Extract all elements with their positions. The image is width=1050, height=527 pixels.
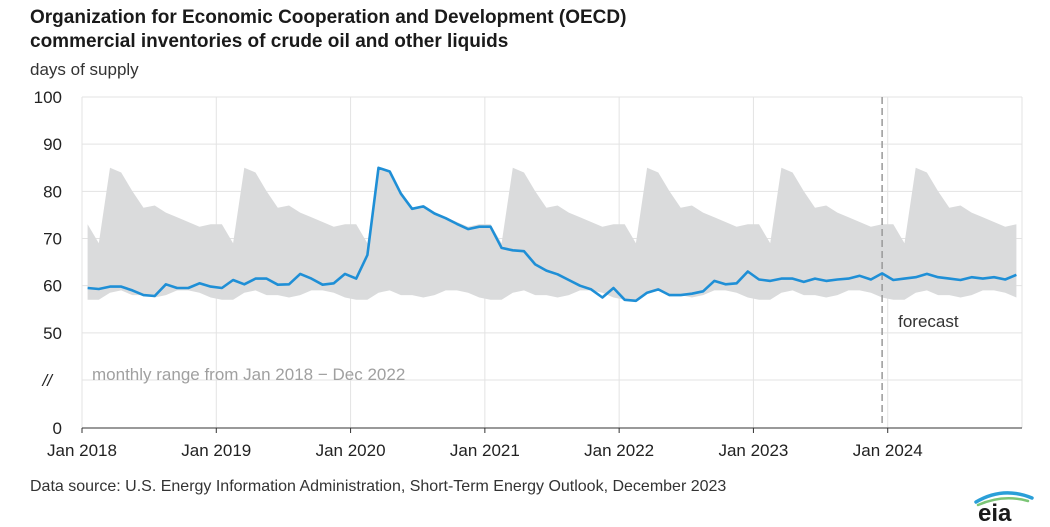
range-label: monthly range from Jan 2018 − Dec 2022 [92, 365, 405, 384]
svg-text:eia: eia [978, 500, 1012, 524]
y-tick-label: 60 [43, 277, 62, 296]
chart-title-line2: commercial inventories of crude oil and … [30, 31, 509, 52]
x-tick-label: Jan 2021 [450, 441, 520, 460]
eia-logo: eia [974, 491, 1034, 524]
y-tick-label: 100 [34, 88, 62, 107]
x-tick-label: Jan 2022 [584, 441, 654, 460]
historical-range-band [87, 167, 1017, 300]
y-tick-label: 50 [43, 324, 62, 343]
forecast-label: forecast [898, 312, 959, 331]
y-tick-label: 0 [53, 419, 62, 438]
x-tick-label: Jan 2018 [47, 441, 117, 460]
y-axis-label: days of supply [30, 60, 139, 79]
x-tick-label: Jan 2019 [181, 441, 251, 460]
chart-title-line1: Organization for Economic Cooperation an… [30, 7, 627, 28]
data-source-note: Data source: U.S. Energy Information Adm… [30, 478, 727, 495]
inventory-series-line [87, 166, 1017, 303]
chart-title: Organization for Economic Cooperation an… [30, 6, 626, 54]
y-tick-label: 70 [43, 230, 62, 249]
y-tick-label: 90 [43, 135, 62, 154]
y-axis-break: // [42, 371, 55, 390]
inventory-chart: 0 50 60 70 80 90 100 // Jan 2018 Jan 2019 Jan 2020… [34, 88, 1023, 460]
x-tick-label: Jan 2020 [316, 441, 386, 460]
x-tick-label: Jan 2023 [718, 441, 788, 460]
x-tick-label: Jan 2024 [853, 441, 923, 460]
y-tick-label: 80 [43, 182, 62, 201]
